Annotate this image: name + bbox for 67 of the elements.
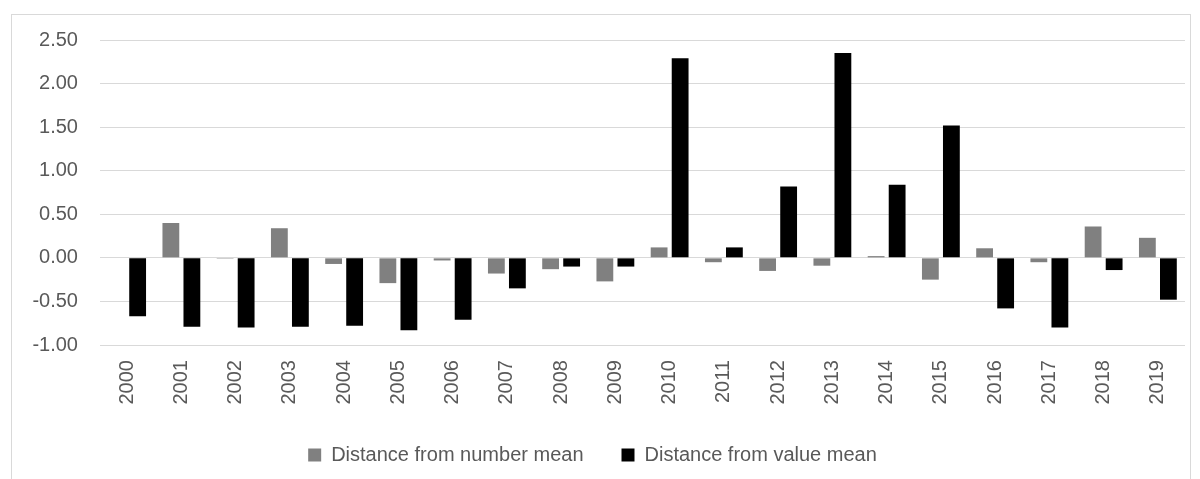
bar xyxy=(346,258,364,326)
bar xyxy=(454,258,472,320)
bar xyxy=(1030,258,1048,263)
bar xyxy=(997,258,1015,309)
x-tick-label: 2016 xyxy=(982,360,1005,405)
bar xyxy=(162,223,180,258)
x-tick-label: 2011 xyxy=(711,360,734,404)
x-tick-label: 2012 xyxy=(765,360,788,405)
x-tick-label: 2000 xyxy=(114,360,137,405)
bar xyxy=(563,258,581,267)
bar xyxy=(542,258,560,270)
y-tick-label: 0.50 xyxy=(39,201,78,224)
bar xyxy=(976,248,994,258)
x-tick-label: 2005 xyxy=(385,360,408,405)
y-tick-label: 2.50 xyxy=(39,27,78,50)
bar xyxy=(237,258,255,328)
y-tick-label: 0.00 xyxy=(39,245,78,268)
bar xyxy=(379,258,397,284)
legend-label: Distance from number mean xyxy=(331,442,584,465)
bar xyxy=(1159,258,1177,300)
legend-label: Distance from value mean xyxy=(644,442,877,465)
bar xyxy=(183,258,201,327)
x-tick-label: 2014 xyxy=(874,360,897,405)
x-tick-label: 2015 xyxy=(928,360,951,405)
x-tick-label: 2009 xyxy=(602,360,625,405)
bar xyxy=(129,258,147,317)
x-tick-label: 2004 xyxy=(331,360,354,405)
x-tick-label: 2017 xyxy=(1036,360,1059,405)
bar xyxy=(1084,226,1102,258)
x-tick-label: 2001 xyxy=(168,360,191,405)
bar xyxy=(487,258,505,274)
bar xyxy=(780,186,798,258)
x-tick-label: 2013 xyxy=(819,360,842,405)
y-tick-label: 1.00 xyxy=(39,158,78,181)
x-tick-label: 2010 xyxy=(657,360,680,405)
bar xyxy=(650,247,668,258)
bar xyxy=(291,258,309,327)
bar xyxy=(270,228,288,258)
bar xyxy=(888,184,906,258)
x-tick-label: 2019 xyxy=(1145,360,1168,405)
bar xyxy=(1138,237,1156,258)
bar xyxy=(942,125,960,258)
bar xyxy=(325,258,343,264)
y-tick-label: -1.00 xyxy=(32,332,78,355)
x-tick-label: 2007 xyxy=(494,360,517,405)
x-tick-label: 2018 xyxy=(1091,360,1114,405)
y-tick-label: 2.00 xyxy=(39,71,78,94)
x-tick-label: 2002 xyxy=(223,360,246,405)
y-tick-label: -0.50 xyxy=(32,288,78,311)
bar xyxy=(508,258,526,289)
bar xyxy=(704,258,722,263)
bar xyxy=(921,258,939,280)
bar xyxy=(596,258,614,282)
bar xyxy=(671,58,689,258)
bar xyxy=(617,258,635,267)
bar xyxy=(1105,258,1123,271)
x-tick-label: 2003 xyxy=(277,360,300,405)
y-tick-label: 1.50 xyxy=(39,114,78,137)
bar xyxy=(759,258,777,271)
bar xyxy=(725,247,743,258)
bar xyxy=(1051,258,1069,328)
bar xyxy=(813,258,831,266)
bar xyxy=(433,258,451,261)
x-tick-label: 2008 xyxy=(548,360,571,405)
bar xyxy=(834,53,852,258)
x-tick-label: 2006 xyxy=(440,360,463,405)
bar xyxy=(400,258,418,331)
